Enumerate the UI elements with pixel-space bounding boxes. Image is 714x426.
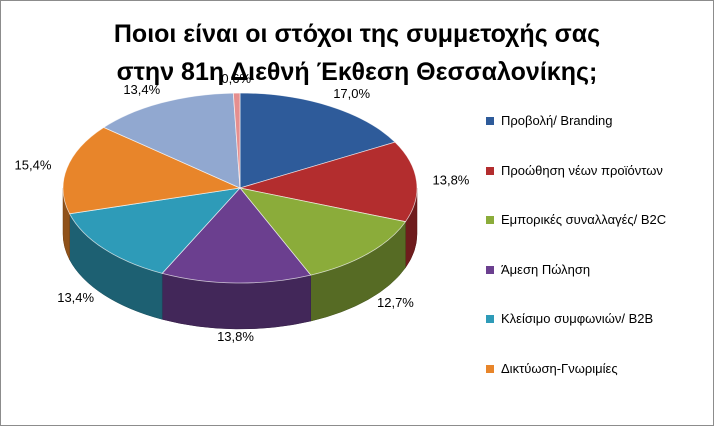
data-label-5: 13,4% xyxy=(57,290,94,305)
pie-slice-5 xyxy=(69,187,242,274)
legend-label: Άμεση Πώληση xyxy=(501,261,591,277)
data-labels: 17,0% 13,8% 12,7% 13,8% 13,4% 15,4% 13,4% 0,6% xyxy=(15,71,470,344)
chart-title-line-1: Ποιοι είναι οι στόχοι της συμμετοχής σας xyxy=(113,20,601,48)
pie-slice-2 xyxy=(239,141,418,223)
data-label-1: 17,0% xyxy=(333,86,370,101)
legend-swatch xyxy=(486,364,494,373)
legend-swatch xyxy=(486,166,494,175)
data-label-6: 15,4% xyxy=(15,157,52,172)
legend-label: Κλείσιμο συμφωνιών/ B2B xyxy=(501,311,654,326)
data-label-2: 13,8% xyxy=(433,172,470,187)
legend-item-4: Άμεση Πώληση xyxy=(486,259,708,309)
pie-side-walls xyxy=(62,187,418,330)
legend-item-3: Εμπορικές συναλλαγές/ B2C xyxy=(486,209,708,259)
legend-swatch xyxy=(486,265,494,274)
pie-slice-4 xyxy=(161,187,312,284)
pie-top-faces xyxy=(62,92,418,284)
legend-item-6: Δικτύωση-Γνωριμίες xyxy=(486,358,708,408)
legend-swatch xyxy=(486,117,494,125)
legend-label: Προώθηση νέων προϊόντων xyxy=(501,162,663,178)
legend-swatch xyxy=(486,315,494,323)
legend-label: Εμπορικές συναλλαγές/ B2C xyxy=(501,212,667,227)
legend-swatch xyxy=(486,216,494,224)
data-label-7: 13,4% xyxy=(123,82,160,97)
pie-slice-8 xyxy=(232,92,241,189)
chart-title: Ποιοι είναι οι στόχοι της συμμετοχής σας… xyxy=(1,15,713,91)
chart-title-line-2: στην 81η Διεθνή Έκθεση Θεσσαλονίκης; xyxy=(116,58,598,86)
legend-label: Προβολή/ Branding xyxy=(501,113,613,128)
legend-item-1: Προβολή/ Branding xyxy=(486,110,708,160)
pie-slice-1 xyxy=(239,92,396,189)
data-label-8: 0,6% xyxy=(221,71,251,86)
legend-item-5: Κλείσιμο συμφωνιών/ B2B xyxy=(486,308,708,358)
legend: Προβολή/ Branding Προώθηση νέων προϊόντων… xyxy=(486,110,708,407)
legend-item-2: Προώθηση νέων προϊόντων xyxy=(486,160,708,210)
legend-label: Δικτύωση-Γνωριμίες xyxy=(501,360,618,376)
data-label-4: 13,8% xyxy=(217,329,254,344)
pie-slice-6 xyxy=(62,126,242,215)
pie-slice-3 xyxy=(238,187,407,276)
data-label-3: 12,7% xyxy=(377,295,414,310)
pie-slice-7 xyxy=(102,92,241,189)
